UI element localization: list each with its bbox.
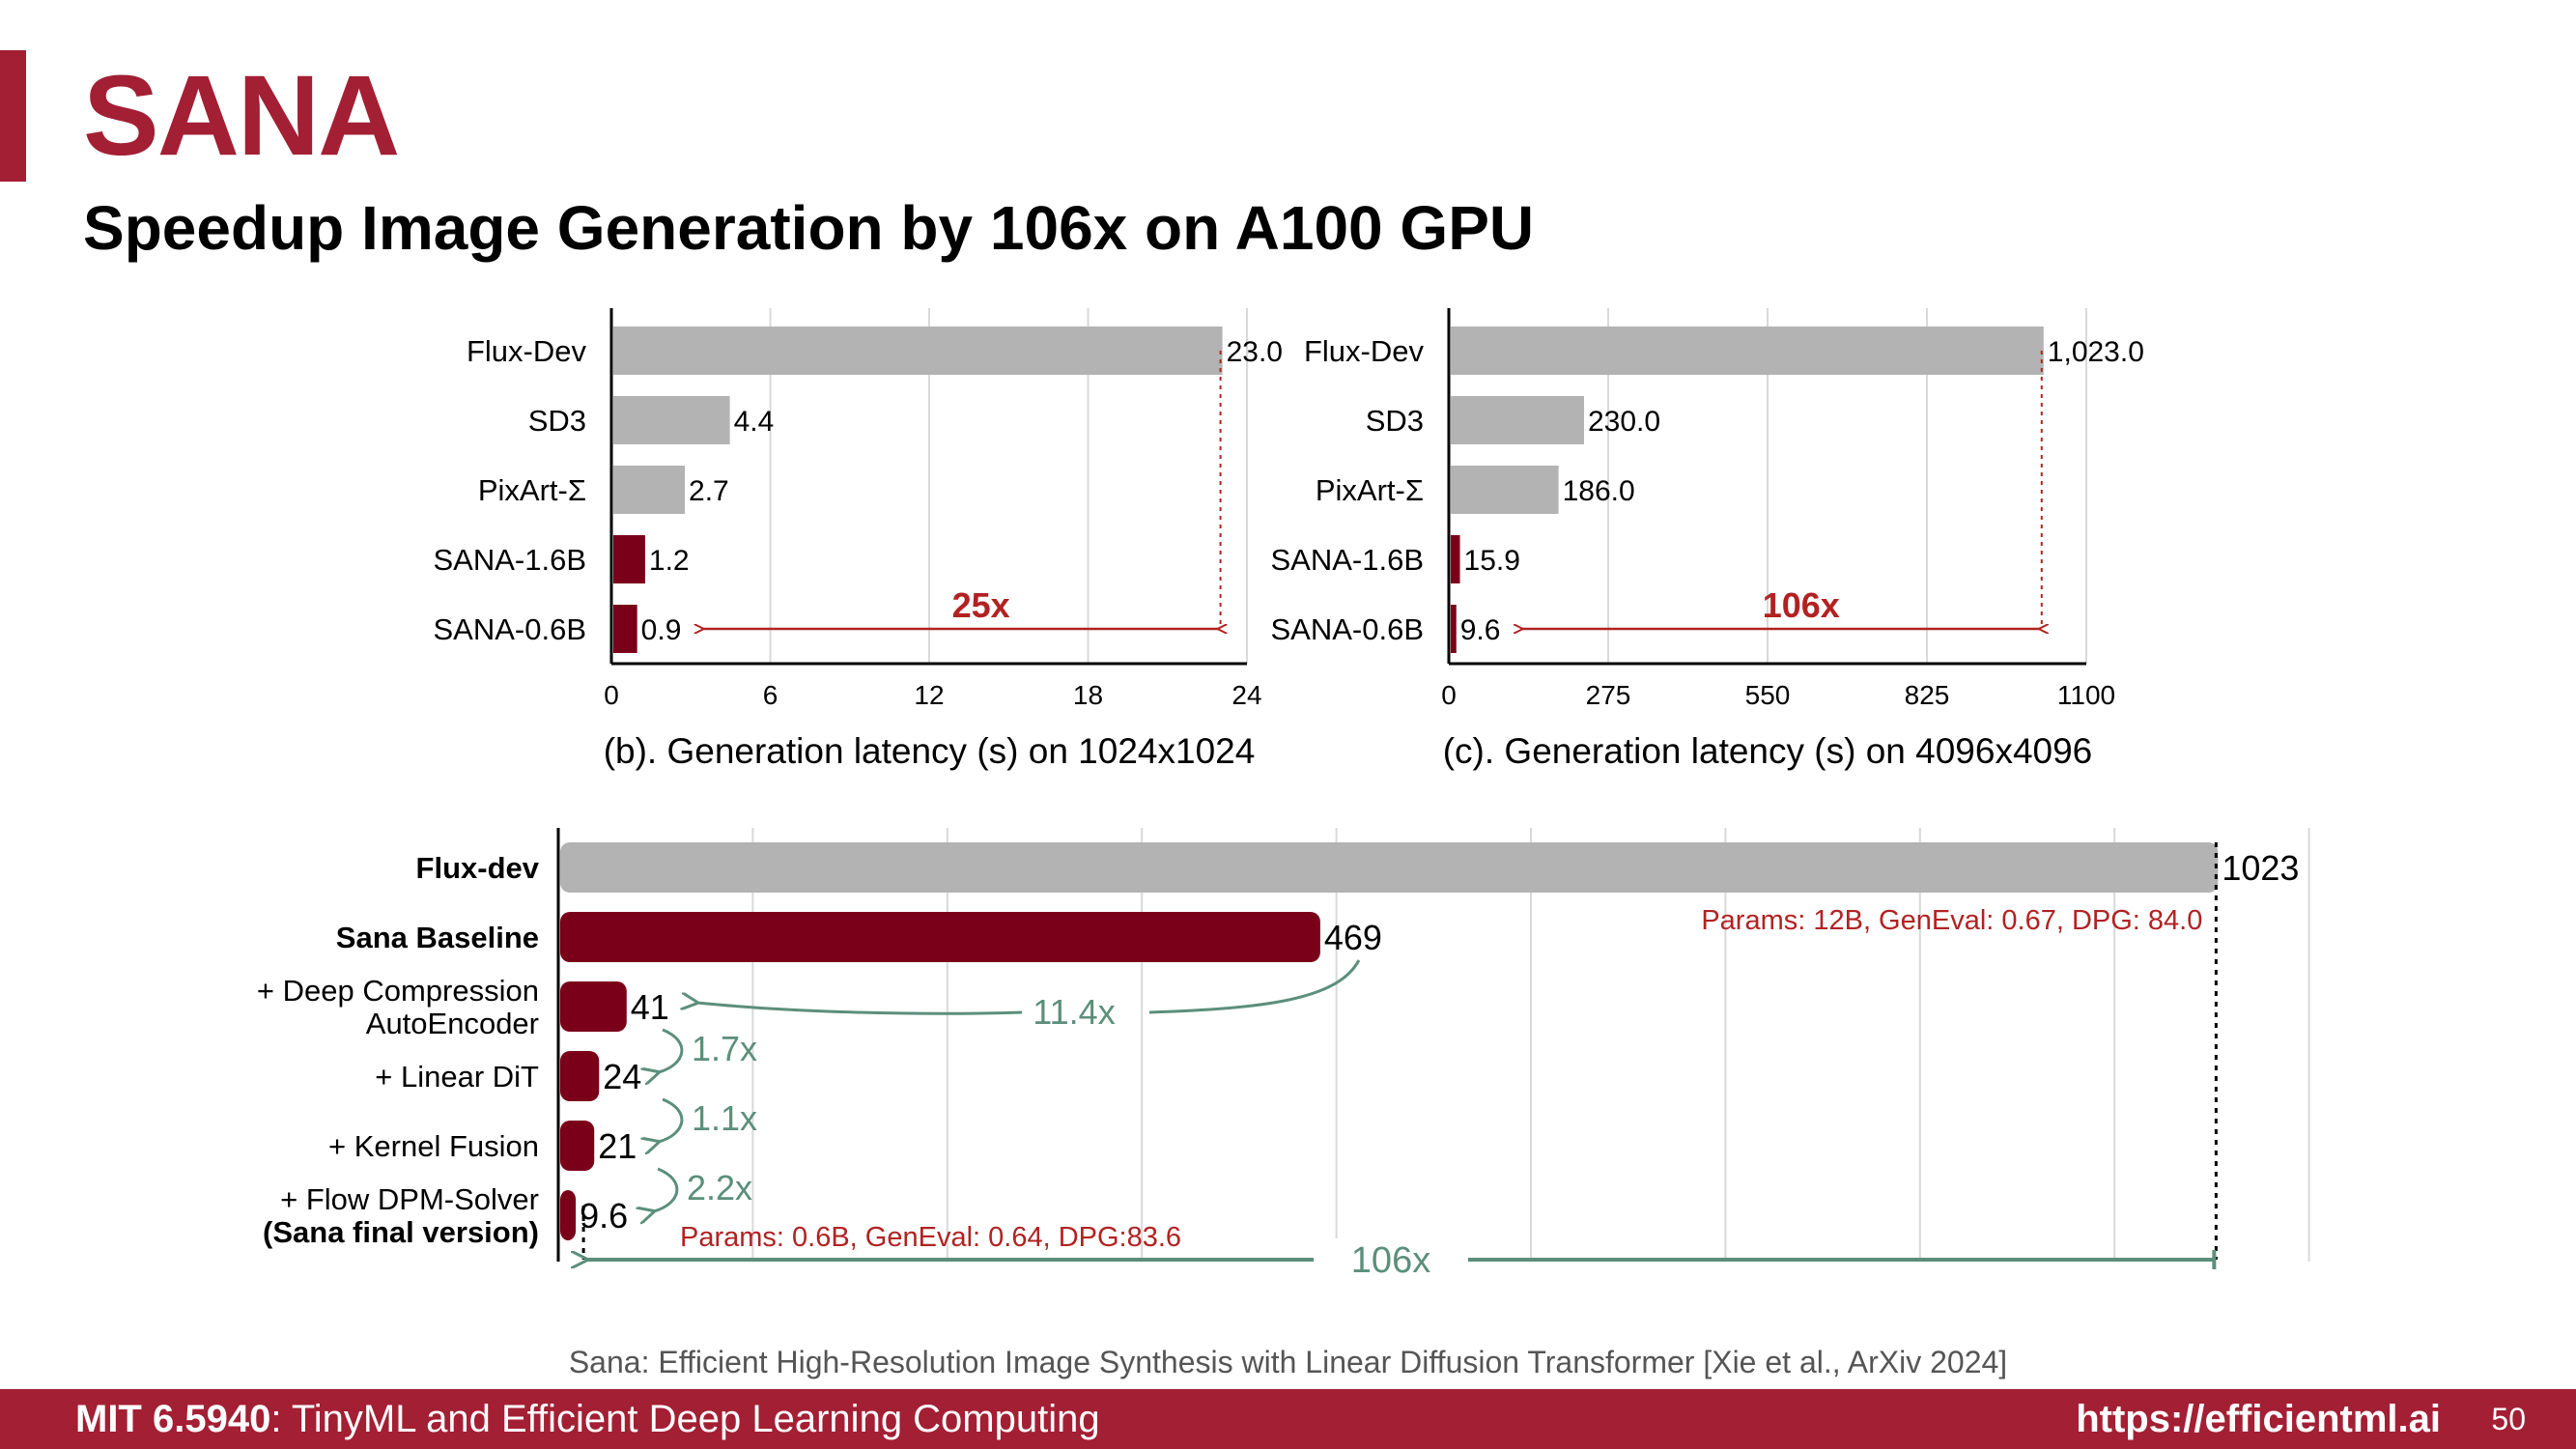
speedup-curve bbox=[1148, 959, 1361, 1014]
x-tick-label: 275 bbox=[1586, 680, 1631, 710]
value-label: 2.7 bbox=[689, 475, 729, 507]
value-label: 21 bbox=[598, 1126, 637, 1166]
bar bbox=[560, 1051, 600, 1101]
bar bbox=[1451, 535, 1460, 583]
citation: Sana: Efficient High-Resolution Image Sy… bbox=[568, 1345, 2008, 1379]
value-label: 230.0 bbox=[1588, 406, 1660, 438]
latency-charts: 0 6 12 18 24 Flux-Dev 23.0 SD3 4.4 PixArt-Σ 2.7 SAN… bbox=[257, 308, 2310, 1281]
bar bbox=[560, 912, 1320, 962]
total-speedup-label-bg bbox=[1314, 1238, 1468, 1281]
speedup-curve-arrow bbox=[697, 1003, 1023, 1015]
category-label: + Deep Compression bbox=[257, 974, 539, 1008]
bar bbox=[560, 981, 627, 1032]
slide-title: SANA bbox=[83, 52, 400, 180]
category-label: Flux-dev bbox=[416, 851, 540, 885]
value-label: 186.0 bbox=[1563, 475, 1635, 507]
category-label: PixArt-Σ bbox=[478, 473, 586, 507]
category-label: + Flow DPM-Solver bbox=[280, 1182, 539, 1216]
step-speedup-label: 11.4x bbox=[1033, 992, 1115, 1032]
value-label: 15.9 bbox=[1464, 545, 1520, 577]
footer-bar: MIT 6.5940: TinyML and Efficient Deep Le… bbox=[0, 1389, 2576, 1449]
speedup-label: 25x bbox=[952, 585, 1010, 625]
speedup-label: 106x bbox=[1763, 585, 1840, 625]
bar bbox=[1451, 327, 2044, 375]
step-speedup-hook bbox=[659, 1028, 684, 1072]
category-label: SD3 bbox=[1366, 404, 1424, 438]
step-speedup-hook bbox=[659, 1097, 684, 1142]
x-tick-label: 6 bbox=[763, 680, 778, 710]
annotation-flux-params: Params: 12B, GenEval: 0.67, DPG: 84.0 bbox=[1701, 905, 2202, 936]
value-label: 9.6 bbox=[580, 1196, 628, 1236]
x-tick-label: 18 bbox=[1073, 680, 1103, 710]
x-tick-label: 0 bbox=[1441, 680, 1457, 710]
footer-url-link[interactable]: https://efficientml.ai bbox=[2076, 1398, 2441, 1440]
annotation-sana-params: Params: 0.6B, GenEval: 0.64, DPG:83.6 bbox=[680, 1222, 1181, 1253]
bar bbox=[613, 466, 686, 514]
slide-subtitle: Speedup Image Generation by 106x on A100… bbox=[83, 193, 1535, 263]
category-label: PixArt-Σ bbox=[1316, 473, 1424, 507]
category-label: SD3 bbox=[528, 404, 586, 438]
bar bbox=[1451, 605, 1457, 653]
x-tick-label: 550 bbox=[1745, 680, 1791, 710]
category-label: Flux-Dev bbox=[467, 334, 587, 368]
value-label: 23.0 bbox=[1227, 336, 1283, 368]
category-label: AutoEncoder bbox=[366, 1007, 539, 1040]
value-label: 41 bbox=[631, 987, 669, 1027]
title-accent-bar bbox=[0, 50, 26, 182]
step-speedup-hook bbox=[654, 1167, 679, 1211]
bar bbox=[560, 1190, 577, 1240]
value-label: 1023 bbox=[2222, 848, 2299, 888]
bar bbox=[613, 396, 730, 444]
category-label: SANA-0.6B bbox=[1270, 612, 1424, 646]
bar bbox=[613, 605, 637, 653]
category-label: Sana Baseline bbox=[336, 921, 539, 954]
bar bbox=[613, 327, 1223, 375]
total-speedup-label: 106x bbox=[1351, 1240, 1430, 1281]
value-label: 1.2 bbox=[649, 545, 690, 577]
bar bbox=[560, 842, 2219, 893]
page-number: 50 bbox=[2491, 1402, 2526, 1436]
footer-course-name: : TinyML and Efficient Deep Learning Com… bbox=[270, 1398, 1100, 1440]
x-tick-label: 24 bbox=[1231, 680, 1261, 710]
step-speedup-label: 1.1x bbox=[692, 1098, 757, 1138]
x-tick-label: 825 bbox=[1905, 680, 1950, 710]
footer-course-code: MIT 6.5940 bbox=[75, 1398, 271, 1440]
category-label: + Linear DiT bbox=[375, 1060, 539, 1094]
bar bbox=[560, 1121, 595, 1171]
footer-course: MIT 6.5940: TinyML and Efficient Deep Le… bbox=[75, 1389, 1100, 1449]
category-label: SANA-0.6B bbox=[433, 612, 586, 646]
x-tick-label: 1100 bbox=[2057, 680, 2115, 710]
value-label: 24 bbox=[603, 1057, 641, 1096]
category-label: SANA-1.6B bbox=[1270, 543, 1424, 577]
x-tick-label: 0 bbox=[604, 680, 619, 710]
bar bbox=[613, 535, 645, 583]
category-label: + Kernel Fusion bbox=[328, 1129, 539, 1163]
bar bbox=[1451, 396, 1584, 444]
x-tick-label: 12 bbox=[914, 680, 944, 710]
chart-caption: (c). Generation latency (s) on 4096x4096 bbox=[1443, 731, 2093, 771]
step-speedup-label: 2.2x bbox=[687, 1168, 752, 1208]
value-label: 469 bbox=[1324, 918, 1382, 957]
bar bbox=[1451, 466, 1559, 514]
value-label: 1,023.0 bbox=[2048, 336, 2144, 368]
step-speedup-label: 1.7x bbox=[692, 1029, 757, 1068]
category-label: SANA-1.6B bbox=[433, 543, 586, 577]
value-label: 9.6 bbox=[1460, 614, 1501, 646]
value-label: 0.9 bbox=[641, 614, 682, 646]
value-label: 4.4 bbox=[734, 406, 775, 438]
category-label: Flux-Dev bbox=[1304, 334, 1425, 368]
chart-caption: (b). Generation latency (s) on 1024x1024 bbox=[604, 731, 1256, 771]
category-label: (Sana final version) bbox=[263, 1215, 539, 1249]
